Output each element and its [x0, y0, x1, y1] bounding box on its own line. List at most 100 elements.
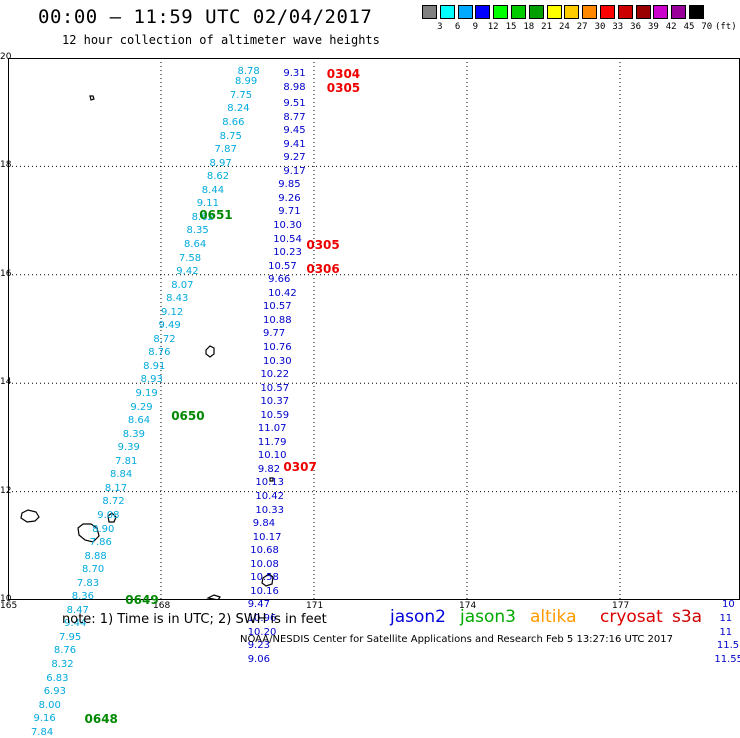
swh-value: 9.26 — [278, 192, 301, 204]
swh-value: 8.35 — [186, 225, 209, 237]
swh-value: 9.66 — [268, 274, 291, 286]
swh-value: 8.07 — [171, 279, 194, 291]
island-outline — [20, 509, 40, 523]
satellite-label: cryosat — [600, 607, 663, 627]
legend-label: 45 — [683, 22, 695, 32]
swh-value: 10.59 — [260, 409, 290, 421]
swh-value: 8.64 — [127, 415, 151, 427]
swh-value: 10.42 — [268, 287, 297, 299]
legend-swatch — [422, 5, 437, 19]
lat-tick-label: 10 — [0, 594, 12, 604]
legend-label: 15 — [505, 22, 517, 32]
pass-time-label: 0651 — [199, 208, 233, 223]
swh-value: 11 — [719, 612, 733, 624]
swh-value: 8.84 — [110, 469, 133, 481]
swh-value: 8.36 — [71, 591, 95, 603]
satellite-label: jason3 — [460, 607, 516, 627]
swh-value: 11 — [719, 626, 733, 638]
legend-swatch — [528, 5, 544, 19]
swh-value: 10.37 — [260, 396, 290, 408]
swh-value: 8.62 — [206, 171, 230, 183]
swh-value: 9.17 — [283, 165, 306, 177]
swh-value: 7.86 — [89, 537, 112, 549]
lon-tick-label: 177 — [612, 601, 630, 611]
island-outline — [89, 95, 95, 101]
swh-value: 10.96 — [247, 612, 277, 624]
swh-value: 9.49 — [158, 320, 181, 332]
swh-value: 10.20 — [247, 626, 277, 638]
legend-swatch — [671, 5, 687, 19]
island-outline — [269, 477, 274, 482]
island-outline — [205, 345, 215, 358]
swh-value: 10.10 — [257, 450, 287, 462]
lat-tick-label: 12 — [0, 485, 12, 496]
pass-time-label: 0305 — [326, 80, 361, 95]
swh-value: 8.43 — [166, 293, 189, 305]
swh-value: 9.23 — [247, 640, 270, 652]
legend-label: 70 — [701, 22, 713, 32]
legend-swatch — [439, 5, 455, 19]
swh-value: 9.85 — [278, 179, 301, 191]
swh-value: 8.76 — [148, 347, 171, 359]
legend-label: 18 — [523, 22, 535, 32]
swh-value: 10.68 — [250, 545, 279, 557]
swh-value: 8.99 — [234, 76, 258, 88]
swh-value: 9.84 — [252, 518, 276, 530]
swh-value: 10.57 — [260, 382, 290, 394]
swh-value: 8.70 — [81, 564, 105, 576]
legend-swatch — [653, 5, 669, 19]
swh-value: 10.23 — [273, 247, 302, 259]
pass-time-label: 0306 — [306, 262, 340, 277]
swh-value: 10.30 — [273, 220, 302, 232]
lon-tick-label: 168 — [153, 601, 171, 611]
legend-label: 27 — [576, 22, 588, 32]
island-outline — [261, 573, 274, 587]
swh-value: 8.00 — [38, 699, 61, 711]
legend-label: 24 — [558, 22, 570, 32]
map-plot: 165 168 171 174 177 20 18 16 14 12 10 9.31 8.98 9.51 8… — [0, 52, 740, 738]
swh-value: 10.42 — [255, 491, 284, 503]
swh-value: 9.44 — [64, 618, 87, 630]
swh-value: 8.39 — [122, 428, 146, 440]
swh-value: 10.16 — [250, 585, 279, 597]
swh-value: 9.45 — [283, 125, 306, 137]
legend-label: 12 — [487, 22, 499, 32]
swh-value: 9.27 — [283, 152, 306, 164]
legend-unit: (ft) — [714, 22, 737, 32]
swh-value: 10.57 — [268, 260, 297, 272]
swh-value: 10.17 — [252, 531, 282, 543]
swh-value: 9.77 — [263, 328, 286, 340]
swh-value: 10.54 — [273, 233, 302, 245]
swh-value: 10.76 — [263, 341, 292, 353]
swh-value: 10.22 — [260, 369, 290, 381]
legend-label: 9 — [472, 22, 479, 32]
swh-value: 7.75 — [229, 89, 253, 101]
legend-label: 3 — [437, 22, 443, 32]
pass-time-label: 0304 — [326, 67, 361, 82]
lon-tick-label: 165 — [0, 601, 18, 611]
island-outline — [107, 512, 117, 523]
legend-label: 21 — [541, 22, 553, 32]
swh-value: 8.17 — [104, 482, 128, 494]
swh-value: 10.88 — [263, 314, 292, 326]
legend-swatch — [617, 5, 633, 19]
legend-swatch — [635, 5, 651, 19]
map-title: 00:00 – 11:59 UTC 02/04/2017 — [38, 6, 373, 28]
swh-value: 9.12 — [161, 306, 184, 318]
pass-time-label: 0649 — [125, 593, 159, 607]
swh-value: 9.19 — [135, 388, 158, 400]
swh-value: 8.97 — [209, 157, 232, 169]
satellite-label: altika — [530, 607, 577, 627]
swh-value: 8.44 — [201, 184, 225, 196]
swh-value: 8.62 — [191, 211, 214, 223]
island-outline — [77, 523, 100, 543]
swh-value: 9.41 — [283, 138, 306, 150]
swh-value: 8.88 — [84, 550, 107, 562]
swh-value: 7.87 — [214, 144, 237, 156]
swh-value: 10 — [722, 599, 735, 611]
swh-value: 8.66 — [222, 117, 245, 129]
swh-value: 7.95 — [59, 631, 82, 643]
swh-value: 11.79 — [257, 436, 287, 448]
island-outline — [206, 594, 221, 601]
swh-value: 9.16 — [33, 713, 56, 725]
